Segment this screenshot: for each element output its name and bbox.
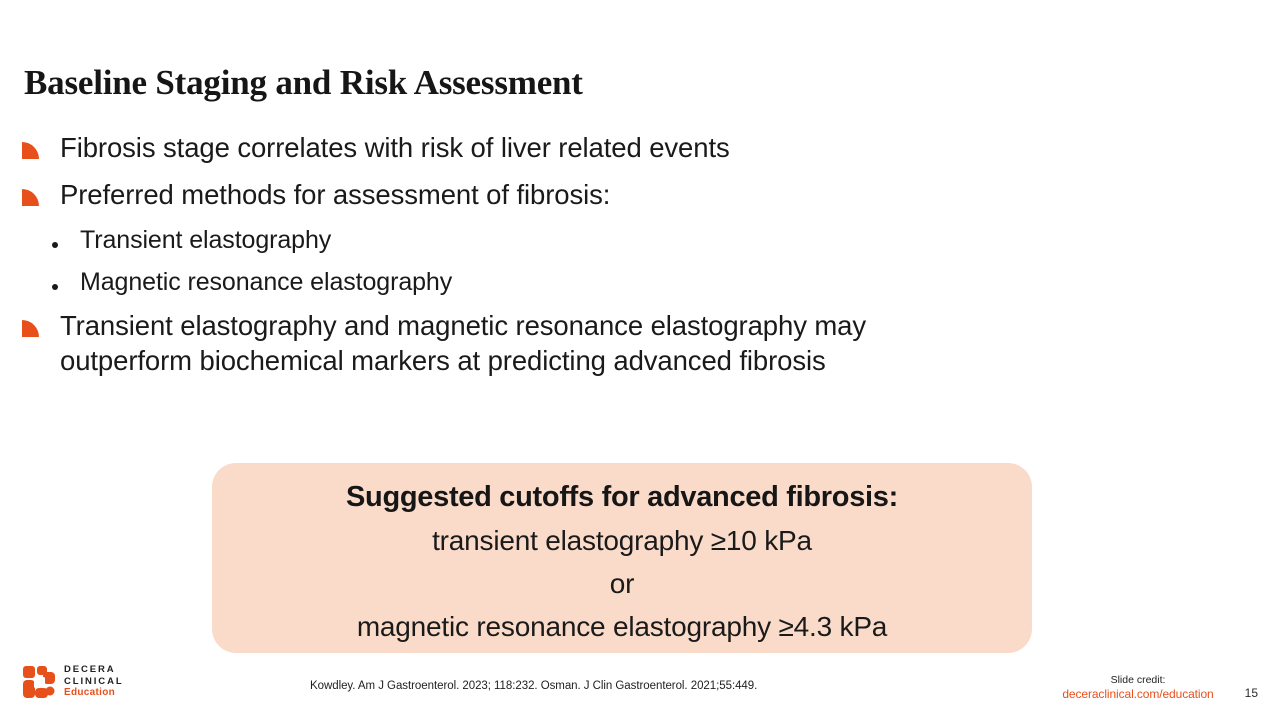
list-item-label: Transient elastography: [80, 226, 332, 254]
bullet-marker-slot: [22, 308, 60, 337]
bullet-list: Fibrosis stage correlates with risk of l…: [22, 130, 1252, 390]
decera-logo-mark-icon: [23, 665, 55, 698]
brand-logo: DECERA CLINICAL Education: [23, 665, 124, 698]
brand-logo-text: DECERA CLINICAL Education: [64, 665, 124, 698]
callout-line-2: magnetic resonance elastography ≥4.3 kPa: [356, 611, 888, 642]
bullet-marker-slot: [22, 130, 60, 159]
bullet-marker-slot: [50, 224, 80, 248]
list-item: Transient elastography and magnetic reso…: [22, 308, 1252, 378]
list-item: Fibrosis stage correlates with risk of l…: [22, 130, 1252, 165]
list-item-line-1: Transient elastography and magnetic reso…: [60, 310, 867, 341]
list-item: Preferred methods for assessment of fibr…: [22, 177, 1252, 212]
brand-name-line-2: CLINICAL: [64, 675, 124, 687]
list-item-line-2: outperform biochemical markers at predic…: [60, 345, 826, 376]
list-item: Magnetic resonance elastography: [22, 266, 1252, 298]
slide-credit-label: Slide credit:: [1110, 674, 1166, 686]
bullet-marker-slot: [50, 266, 80, 290]
list-item-label: Fibrosis stage correlates with risk of l…: [60, 132, 730, 163]
callout-line-or: or: [609, 568, 635, 599]
callout-box: Suggested cutoffs for advanced fibrosis:…: [212, 463, 1032, 653]
quarter-circle-marker-icon: [22, 189, 39, 206]
callout-line-1: transient elastography ≥10 kPa: [432, 525, 812, 556]
bullet-marker-slot: [22, 177, 60, 206]
dot-marker-icon: [52, 284, 58, 290]
list-item: Transient elastography: [22, 224, 1252, 256]
quarter-circle-marker-icon: [22, 320, 39, 337]
slide-credit-link[interactable]: deceraclinical.com/education: [1062, 687, 1214, 701]
dot-marker-icon: [52, 242, 58, 248]
list-item-label: Preferred methods for assessment of fibr…: [60, 179, 611, 210]
citation-text: Kowdley. Am J Gastroenterol. 2023; 118:2…: [310, 680, 758, 692]
page-number: 15: [1244, 686, 1258, 700]
quarter-circle-marker-icon: [22, 142, 39, 159]
callout-heading: Suggested cutoffs for advanced fibrosis:: [346, 481, 898, 513]
slide-credit: Slide credit: deceraclinical.com/educati…: [1048, 673, 1228, 702]
brand-name-line-1: DECERA: [64, 664, 116, 675]
list-item-label: Transient elastography and magnetic reso…: [60, 308, 866, 378]
list-item-label: Magnetic resonance elastography: [80, 268, 453, 296]
page-title: Baseline Staging and Risk Assessment: [24, 63, 583, 102]
brand-name-line-3: Education: [64, 687, 116, 698]
